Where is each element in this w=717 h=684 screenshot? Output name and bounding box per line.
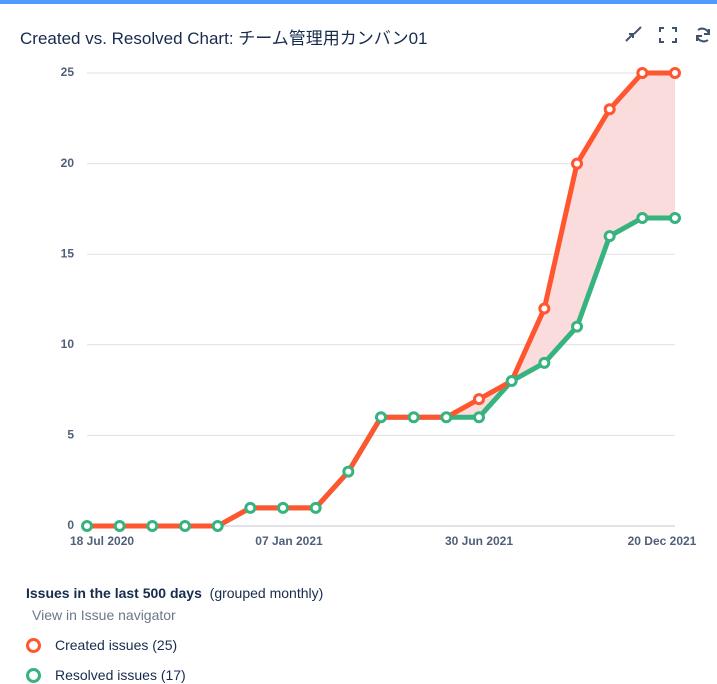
point [505,375,518,388]
point [538,356,551,369]
legend-item[interactable]: Resolved issues (17) [26,667,323,683]
top-border [0,0,717,4]
point [146,520,159,532]
point [603,230,616,243]
point [636,67,649,79]
point [211,520,224,532]
y-tick-label: 20 [61,156,75,170]
legend-header: Issues in the last 500 days (grouped mon… [26,585,323,601]
minimize-icon[interactable] [625,26,642,42]
point [375,411,387,424]
point [636,211,649,224]
x-tick-label: 30 Jun 2021 [445,534,513,548]
period: Issues in the last 500 days [26,585,202,601]
point [407,411,420,424]
toolbar [625,26,710,43]
point [571,320,583,333]
point [440,411,453,424]
point [669,211,681,224]
y-tick-label: 25 [61,65,75,79]
chart: 0 5 10 15 20 25 18 Jul 2020 07 Jan 2021 30 Jun 2… [61,65,697,548]
point [81,520,93,532]
y-tick-label: 10 [61,337,75,351]
point [473,411,485,424]
legend-label: Resolved issues (17) [55,667,186,683]
point [244,501,257,514]
fullscreen-icon[interactable] [659,27,677,43]
legend-item[interactable]: Created issues (25) [26,637,323,653]
y-tick-label: 5 [67,428,74,442]
x-tick-label: 07 Jan 2021 [255,534,323,548]
point [473,393,485,406]
point [342,465,355,478]
gadget-title: Created vs. Resolved Chart: チーム管理用カンバン01 [20,29,428,48]
legend-label: Created issues (25) [55,637,178,653]
point [538,302,551,315]
point [309,501,322,514]
y-tick-label: 15 [61,246,75,260]
point [571,157,583,170]
x-tick-label: 18 Jul 2020 [70,534,134,548]
x-tick-label: 20 Dec 2021 [628,534,697,548]
grouping: (grouped monthly) [209,585,324,601]
legend: Issues in the last 500 days (grouped mon… [26,585,323,683]
y-tick-label: 0 [67,518,74,532]
navigator-link[interactable]: View in Issue navigator [32,607,176,623]
point [179,520,191,532]
legend-marker [26,637,41,653]
point [113,520,126,532]
point [603,103,616,116]
difference-area [87,73,675,526]
point [669,67,681,79]
point [277,501,289,514]
legend-marker [26,667,41,683]
refresh-icon[interactable] [696,27,710,43]
